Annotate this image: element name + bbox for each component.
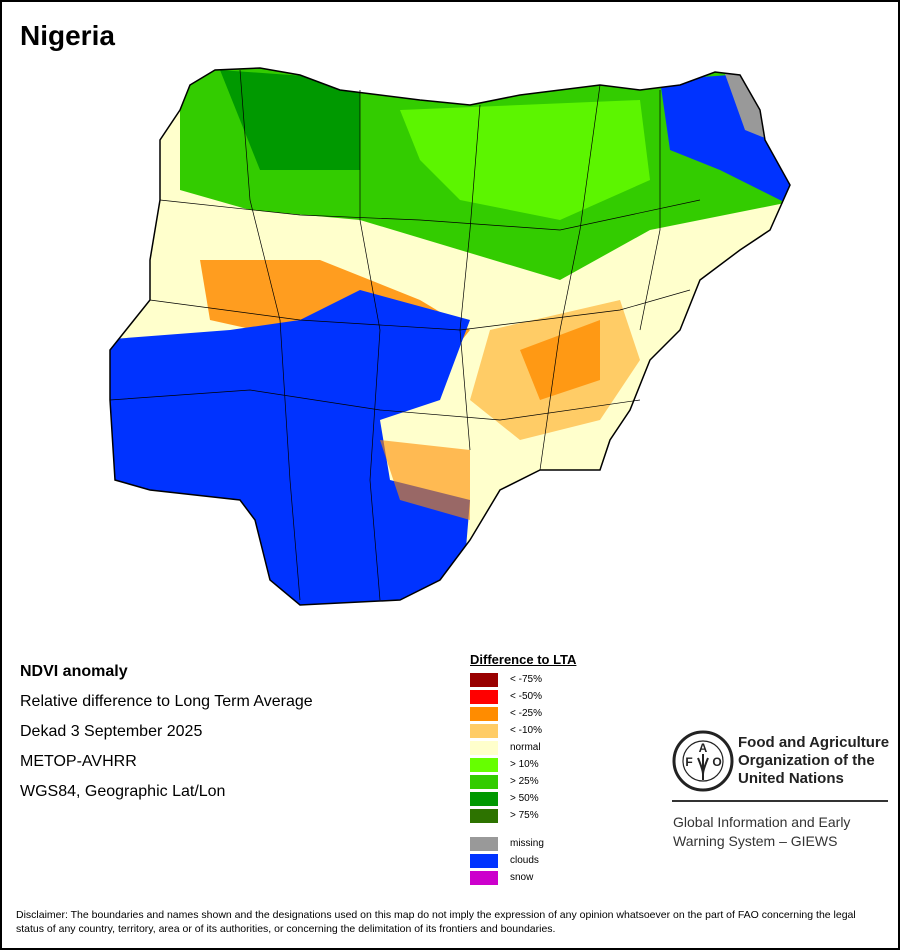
legend-swatch	[470, 723, 498, 738]
legend-swatch	[470, 757, 498, 772]
legend-item: < -50%	[470, 688, 576, 705]
disclaimer: Disclaimer: The boundaries and names sho…	[16, 909, 856, 935]
legend-label: snow	[510, 872, 534, 883]
legend-swatch	[470, 740, 498, 755]
legend-title: Difference to LTA	[470, 652, 577, 667]
fao-name-line: Food and Agriculture	[738, 734, 890, 751]
legend-item: < -10%	[470, 722, 576, 739]
legend-label: < -75%	[510, 674, 542, 685]
legend-item: clouds	[470, 852, 576, 869]
legend-label: < -10%	[510, 725, 542, 736]
legend-item: > 50%	[470, 790, 576, 807]
legend-swatch	[470, 870, 498, 885]
legend-swatch	[470, 672, 498, 687]
legend-item: > 10%	[470, 756, 576, 773]
info-heading: NDVI anomaly	[20, 663, 128, 680]
legend-item: missing	[470, 835, 576, 852]
fao-name: Food and Agriculture Organization of the…	[738, 734, 889, 788]
legend-item: normal	[470, 739, 576, 756]
divider	[672, 800, 888, 802]
southeast-negative-patches	[380, 440, 470, 520]
fao-name-line: Organization of the	[738, 752, 875, 769]
map-info: NDVI anomaly Relative difference to Long…	[20, 657, 313, 807]
legend-swatch	[470, 836, 498, 851]
legend-item: snow	[470, 869, 576, 886]
legend-label: < -25%	[510, 708, 542, 719]
info-projection: WGS84, Geographic Lat/Lon	[20, 783, 226, 800]
legend-label: normal	[510, 742, 541, 753]
legend-label: > 75%	[510, 810, 539, 821]
legend-label: > 25%	[510, 776, 539, 787]
legend-item: < -25%	[470, 705, 576, 722]
giews-line: Global Information and Early	[673, 814, 851, 830]
svg-text:F: F	[685, 755, 692, 769]
info-subtitle: Relative difference to Long Term Average	[20, 693, 313, 710]
legend-label: < -50%	[510, 691, 542, 702]
map-title: Nigeria	[20, 20, 115, 51]
giews-line: Warning System – GIEWS	[673, 833, 838, 849]
legend-swatch	[470, 853, 498, 868]
fao-logo: A F O	[672, 730, 734, 792]
state-borders	[109, 69, 701, 601]
legend-swatch	[470, 791, 498, 806]
legend: Difference to LTA < -75% < -50% < -25% < -1…	[470, 652, 576, 886]
legend-swatch	[470, 706, 498, 721]
legend-item: < -75%	[470, 671, 576, 688]
info-sensor: METOP-AVHRR	[20, 753, 137, 770]
legend-item: > 25%	[470, 773, 576, 790]
legend-item: > 75%	[470, 807, 576, 824]
giews-name: Global Information and Early Warning Sys…	[673, 813, 850, 851]
northwest-strong-greening	[220, 70, 360, 170]
svg-text:O: O	[712, 755, 721, 769]
legend-label: missing	[510, 838, 544, 849]
legend-label: clouds	[510, 855, 539, 866]
svg-text:A: A	[699, 741, 708, 755]
north-central-greening	[400, 100, 650, 220]
east-negative-area	[520, 320, 600, 400]
legend-label: > 50%	[510, 793, 539, 804]
legend-swatch	[470, 808, 498, 823]
info-period: Dekad 3 September 2025	[20, 723, 203, 740]
ndvi-anomaly-map	[109, 67, 791, 606]
legend-swatch	[470, 774, 498, 789]
legend-swatch	[470, 689, 498, 704]
fao-name-line: United Nations	[738, 770, 844, 787]
legend-label: > 10%	[510, 759, 539, 770]
